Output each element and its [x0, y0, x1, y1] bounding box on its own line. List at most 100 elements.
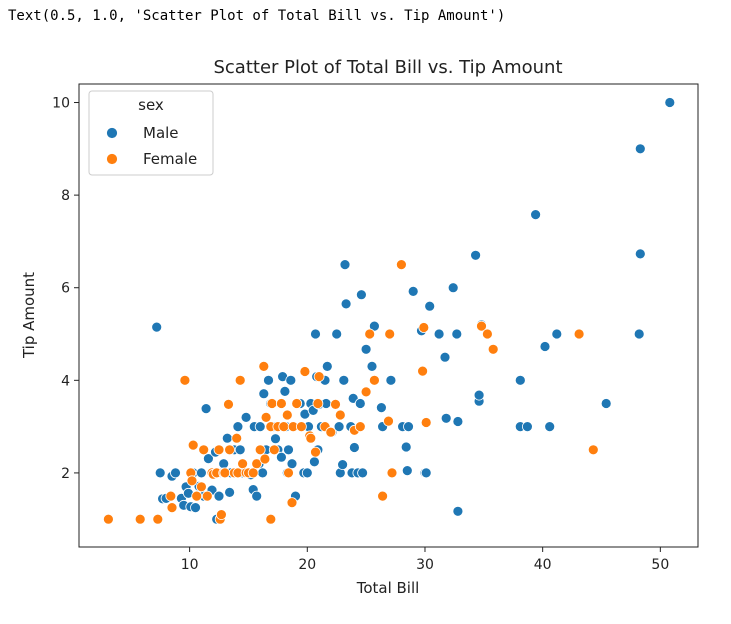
data-point-male	[357, 467, 369, 479]
y-axis-label: Tip Amount	[20, 272, 38, 359]
data-point-male	[339, 259, 351, 271]
data-point-female	[299, 366, 311, 377]
data-point-male	[258, 388, 270, 400]
data-point-female	[179, 374, 191, 386]
data-point-female	[481, 328, 493, 340]
data-point-female	[103, 513, 114, 525]
data-point-male	[279, 385, 291, 397]
data-point-female	[368, 374, 380, 386]
y-tick-label: 2	[61, 466, 70, 482]
data-point-male	[263, 374, 274, 386]
data-point-female	[268, 444, 280, 456]
legend-label-female: Female	[143, 150, 197, 168]
data-point-female	[325, 426, 337, 438]
data-point-female	[231, 432, 243, 444]
data-point-female	[286, 497, 298, 509]
data-point-male	[283, 444, 294, 456]
data-point-male	[634, 143, 646, 155]
data-point-male	[522, 421, 533, 433]
data-point-female	[587, 444, 599, 456]
data-point-male	[375, 402, 387, 414]
data-point-male	[232, 421, 244, 433]
data-point-male	[600, 398, 612, 409]
data-point-female	[283, 467, 294, 479]
data-point-female	[418, 322, 430, 333]
y-tick-label: 6	[61, 281, 70, 297]
x-tick-label: 10	[181, 557, 199, 573]
data-point-male	[218, 458, 230, 470]
data-point-male	[366, 360, 378, 372]
data-point-female	[215, 509, 227, 520]
data-point-female	[386, 467, 398, 479]
data-point-male	[664, 97, 676, 108]
data-point-male	[286, 458, 298, 470]
data-point-female	[420, 417, 432, 428]
data-point-female	[291, 398, 303, 409]
data-point-female	[191, 490, 203, 502]
data-point-female	[201, 490, 213, 502]
data-point-male	[433, 328, 445, 340]
data-point-female	[224, 444, 236, 456]
data-point-male	[473, 389, 485, 401]
data-point-female	[295, 421, 307, 433]
data-point-male	[539, 341, 551, 352]
data-point-female	[330, 398, 341, 410]
data-point-female	[166, 502, 178, 514]
data-point-male	[452, 505, 464, 517]
data-point-male	[633, 328, 645, 340]
data-point-female	[187, 439, 199, 451]
data-point-female	[247, 467, 259, 479]
legend-title: sex	[138, 96, 164, 114]
x-tick-label: 50	[651, 557, 669, 573]
data-point-female	[258, 360, 270, 372]
data-point-male	[213, 490, 225, 502]
data-point-male	[224, 486, 236, 498]
data-point-male	[385, 374, 397, 386]
data-point-male	[530, 209, 541, 221]
data-point-male	[544, 421, 556, 433]
data-point-female	[313, 371, 325, 383]
data-point-male	[234, 444, 246, 456]
data-point-female	[377, 490, 389, 502]
data-point-female	[198, 444, 210, 456]
data-point-female	[237, 458, 249, 470]
data-point-male	[348, 442, 360, 453]
data-point-male	[451, 328, 463, 340]
data-point-male	[200, 403, 212, 415]
legend-marker-male	[106, 127, 118, 139]
data-point-male	[420, 467, 432, 479]
y-tick-label: 8	[61, 188, 70, 204]
data-point-male	[202, 453, 214, 465]
data-point-male	[254, 421, 266, 433]
data-point-female	[476, 320, 487, 332]
legend-marker-female	[106, 153, 118, 165]
data-point-female	[395, 259, 407, 271]
data-point-male	[514, 374, 526, 386]
x-tick-label: 40	[534, 557, 552, 573]
data-point-male	[355, 289, 367, 301]
data-point-female	[417, 365, 429, 377]
data-point-male	[285, 374, 297, 386]
data-point-female	[305, 432, 317, 444]
data-point-male	[275, 451, 287, 463]
data-point-male	[368, 320, 380, 332]
data-point-female	[165, 490, 177, 502]
x-tick-label: 30	[416, 557, 434, 573]
data-point-female	[260, 411, 272, 423]
data-point-male	[251, 490, 263, 502]
data-point-male	[333, 421, 345, 433]
y-tick-label: 4	[61, 373, 70, 389]
data-point-male	[440, 412, 452, 424]
data-point-male	[337, 459, 349, 471]
data-point-male	[270, 433, 281, 445]
data-point-male	[301, 467, 313, 479]
data-point-female	[251, 458, 263, 470]
data-point-male	[310, 328, 321, 340]
data-point-female	[354, 421, 366, 433]
data-point-female	[383, 415, 394, 427]
data-point-male	[407, 285, 419, 297]
data-point-female	[186, 475, 198, 487]
data-point-female	[213, 444, 225, 456]
data-point-female	[278, 421, 290, 433]
